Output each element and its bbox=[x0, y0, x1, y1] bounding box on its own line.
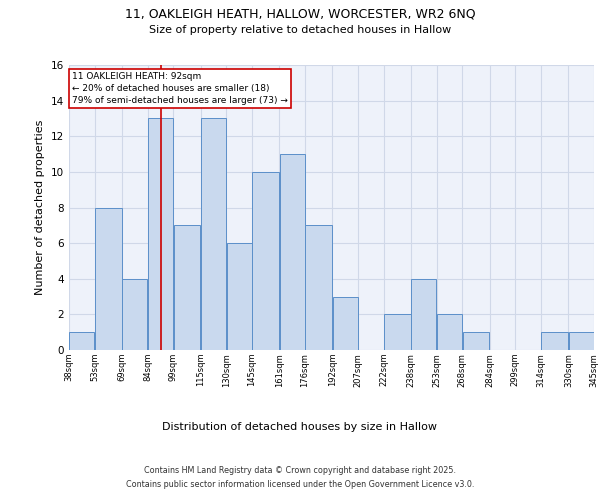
Bar bbox=[411, 279, 436, 350]
Bar bbox=[201, 118, 226, 350]
Y-axis label: Number of detached properties: Number of detached properties bbox=[35, 120, 46, 295]
Bar bbox=[69, 332, 94, 350]
Text: 11, OAKLEIGH HEATH, HALLOW, WORCESTER, WR2 6NQ: 11, OAKLEIGH HEATH, HALLOW, WORCESTER, W… bbox=[125, 8, 475, 20]
Bar bbox=[280, 154, 305, 350]
Bar bbox=[227, 243, 252, 350]
Text: Distribution of detached houses by size in Hallow: Distribution of detached houses by size … bbox=[163, 422, 437, 432]
Bar bbox=[541, 332, 568, 350]
Bar bbox=[122, 279, 148, 350]
Bar bbox=[332, 296, 358, 350]
Text: Contains public sector information licensed under the Open Government Licence v3: Contains public sector information licen… bbox=[126, 480, 474, 489]
Bar bbox=[173, 226, 200, 350]
Bar bbox=[384, 314, 411, 350]
Bar bbox=[437, 314, 462, 350]
Bar bbox=[252, 172, 279, 350]
Bar bbox=[95, 208, 122, 350]
Bar bbox=[148, 118, 173, 350]
Text: Contains HM Land Registry data © Crown copyright and database right 2025.: Contains HM Land Registry data © Crown c… bbox=[144, 466, 456, 475]
Text: Size of property relative to detached houses in Hallow: Size of property relative to detached ho… bbox=[149, 25, 451, 35]
Bar bbox=[305, 226, 332, 350]
Bar bbox=[463, 332, 490, 350]
Bar bbox=[569, 332, 594, 350]
Text: 11 OAKLEIGH HEATH: 92sqm
← 20% of detached houses are smaller (18)
79% of semi-d: 11 OAKLEIGH HEATH: 92sqm ← 20% of detach… bbox=[73, 72, 288, 104]
